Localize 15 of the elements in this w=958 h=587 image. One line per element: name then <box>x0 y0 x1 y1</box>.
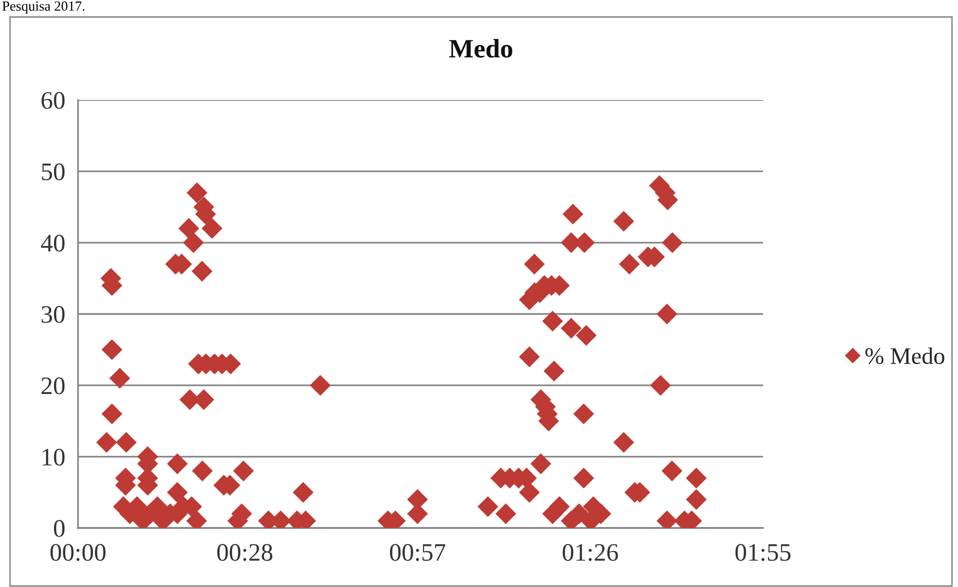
x-tick-label: 00:00 <box>50 544 106 561</box>
x-tick-label: 00:28 <box>217 544 272 561</box>
y-tick-label: 40 <box>40 234 65 252</box>
y-tick-label: 30 <box>42 306 65 323</box>
y-tick-label: 0 <box>54 520 65 537</box>
x-tick-label: 00:57 <box>390 544 446 561</box>
x-tick-label: 01:26 <box>562 544 618 561</box>
y-tick-label: 50 <box>42 163 65 180</box>
text: Pesquisa 2017. <box>2 1 84 14</box>
y-tick-label: 60 <box>42 92 65 109</box>
legend-label: % Medo <box>865 347 944 364</box>
y-tick-label: 10 <box>42 448 65 466</box>
x-tick-label: 01:55 <box>735 544 790 561</box>
chart-title: Medo <box>449 39 512 58</box>
y-tick-label: 20 <box>42 377 65 394</box>
